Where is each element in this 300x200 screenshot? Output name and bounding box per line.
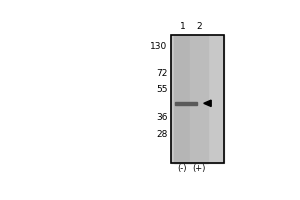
Bar — [175, 102, 197, 105]
Text: (+): (+) — [192, 164, 206, 173]
Bar — [171, 35, 224, 163]
Text: 1: 1 — [179, 22, 185, 31]
Text: 36: 36 — [156, 113, 168, 122]
Text: 130: 130 — [151, 42, 168, 51]
Bar — [171, 35, 224, 163]
Text: (-): (-) — [178, 164, 187, 173]
Text: 2: 2 — [196, 22, 202, 31]
Text: 55: 55 — [156, 85, 168, 94]
Bar — [190, 35, 208, 163]
Bar — [173, 35, 191, 163]
Text: 28: 28 — [156, 130, 168, 139]
Text: 72: 72 — [156, 69, 168, 78]
Polygon shape — [204, 100, 211, 107]
